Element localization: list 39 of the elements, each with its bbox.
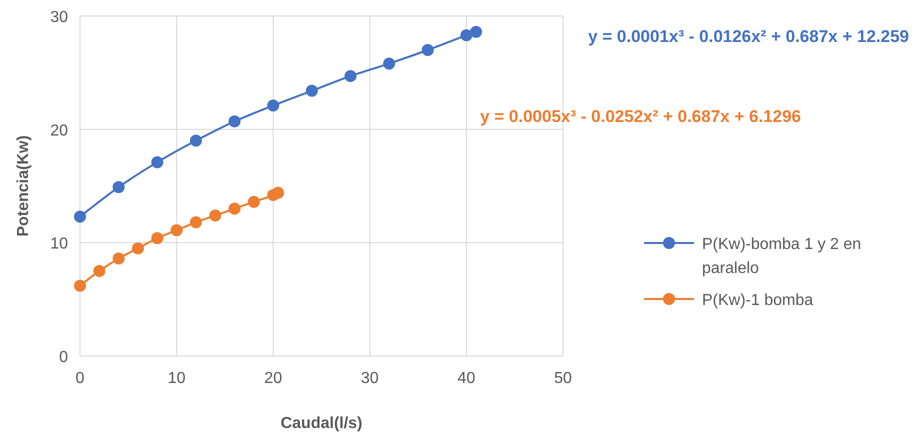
point [209, 209, 222, 222]
x-tick-label: 50 [554, 370, 572, 387]
point [74, 280, 86, 292]
x-tick-label: 0 [76, 370, 85, 387]
point [151, 232, 164, 244]
x-tick-label: 40 [458, 370, 476, 387]
y-axis-title: Potencia(Kw) [15, 135, 32, 237]
point [383, 58, 396, 70]
text: y = 0.0001x³ - 0.0126x² + 0.687x + 12.259 [588, 27, 909, 46]
point [344, 70, 356, 82]
y-tick-label: 20 [50, 122, 68, 140]
point [151, 156, 164, 168]
y-tick-label: 30 [50, 9, 68, 26]
point [132, 242, 144, 254]
x-tick-label: 20 [264, 370, 282, 387]
point [228, 202, 241, 215]
point [190, 216, 202, 228]
point [422, 44, 434, 56]
x-tick-label: 30 [360, 370, 379, 387]
point [267, 100, 280, 112]
point [74, 210, 86, 223]
point [306, 84, 318, 97]
annotation: y = 0.0005x³ - 0.0252x² + 0.687x + 6.1296 [480, 107, 801, 126]
point [228, 115, 241, 128]
legend-label: P(Kw)-1 bomba [702, 292, 814, 309]
point [272, 186, 284, 199]
point [170, 224, 183, 236]
point [112, 252, 125, 265]
point [460, 29, 472, 42]
point [112, 181, 125, 194]
x-axis-title: Caudal(l/s) [280, 415, 362, 432]
point [248, 196, 260, 208]
point [190, 134, 202, 147]
point [470, 26, 482, 38]
legend-label: P(Kw)-bomba 1 y 2 en paralelo [702, 236, 862, 277]
y-tick-label: 10 [50, 236, 68, 253]
point [93, 265, 106, 277]
x-tick-label: 10 [168, 370, 186, 387]
y-tick-label: 0 [59, 349, 68, 366]
